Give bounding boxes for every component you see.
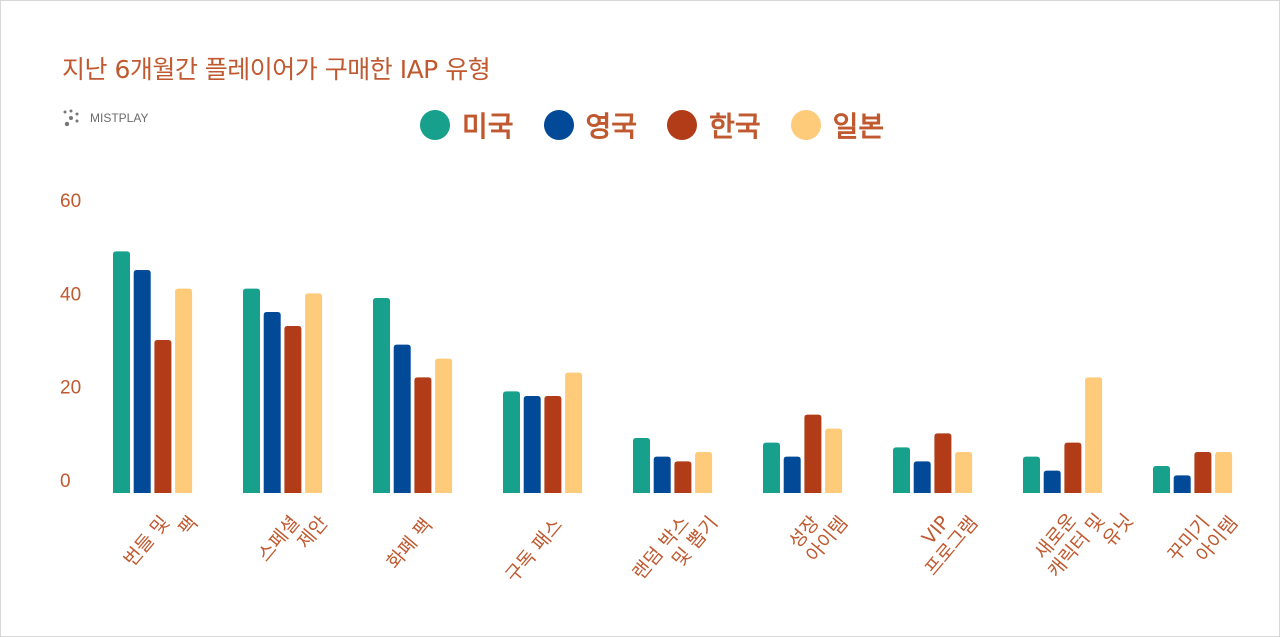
bar-미국 — [1023, 456, 1040, 493]
bar-한국 — [804, 414, 822, 493]
x-tick-label: 랜덤 박스및 뽑기 — [628, 512, 722, 584]
x-tick-label-line: 번들 및 — [120, 512, 174, 571]
y-tick-label: 0 — [60, 471, 71, 492]
legend-item: 한국 — [667, 105, 761, 145]
legend-item: 일본 — [790, 105, 885, 145]
legend-swatch — [543, 110, 574, 140]
bar-영국 — [1173, 475, 1191, 493]
x-tick-label-line: 화폐 팩 — [383, 514, 437, 573]
legend-swatch — [667, 110, 698, 140]
logo-dots-icon — [63, 109, 79, 127]
x-tick-label-line: 유닛 — [1098, 510, 1137, 551]
bar-미국 — [763, 442, 780, 493]
chart-legend: 미국 영국 한국 일본 — [420, 105, 914, 145]
x-tick-label-line: 구독 패스 — [501, 514, 567, 586]
legend-swatch — [790, 110, 821, 140]
legend-item: 미국 — [420, 105, 514, 145]
bar-미국 — [113, 251, 130, 493]
bar-미국 — [373, 298, 390, 493]
y-tick-label: 20 — [60, 378, 81, 399]
bar-영국 — [913, 461, 931, 493]
bar-영국 — [653, 456, 671, 493]
legend-label: 일본 — [832, 110, 885, 143]
legend-label: 미국 — [462, 110, 514, 143]
y-tick-label: 60 — [60, 191, 81, 212]
bar-한국 — [414, 377, 432, 493]
bar-영국 — [1043, 470, 1061, 493]
bar-영국 — [133, 270, 151, 493]
x-tick-label-line: 팩 — [174, 512, 202, 540]
bar-일본 — [695, 452, 713, 493]
x-tick-label-line: 제안 — [293, 512, 332, 553]
bar-영국 — [783, 456, 801, 493]
x-tick-label: 구독 패스 — [501, 514, 567, 586]
bar-한국 — [154, 340, 172, 493]
bar-일본 — [1215, 452, 1233, 493]
mistplay-logo: MISTPLAY — [62, 108, 148, 128]
bar-한국 — [1194, 452, 1212, 493]
bar-일본 — [955, 452, 973, 493]
bar-일본 — [175, 288, 193, 493]
logo-text: MISTPLAY — [90, 111, 149, 125]
bar-한국 — [1064, 442, 1082, 493]
legend-label: 영국 — [585, 110, 638, 143]
bar-일본 — [305, 293, 323, 493]
legend-label: 한국 — [709, 110, 761, 143]
bar-일본 — [825, 428, 843, 493]
x-tick-label: 화폐 팩 — [383, 514, 437, 573]
bar-미국 — [243, 288, 260, 493]
bar-미국 — [893, 447, 910, 493]
bar-일본 — [1085, 377, 1103, 493]
legend-item: 영국 — [543, 105, 638, 145]
bar-미국 — [503, 391, 520, 493]
bar-한국 — [674, 461, 692, 493]
bar-일본 — [565, 372, 583, 493]
bar-영국 — [263, 312, 281, 493]
legend-swatch — [420, 110, 450, 140]
bar-한국 — [284, 326, 302, 493]
bar-영국 — [523, 396, 541, 493]
bar-미국 — [633, 438, 650, 493]
y-tick-label: 40 — [60, 284, 81, 305]
bar-한국 — [544, 396, 562, 493]
bar-미국 — [1153, 466, 1170, 493]
bar-한국 — [934, 433, 952, 493]
bar-일본 — [435, 358, 453, 493]
bar-영국 — [393, 344, 411, 493]
chart-title: 지난 6개월간 플레이어가 구매한 IAP 유형 — [62, 55, 491, 84]
